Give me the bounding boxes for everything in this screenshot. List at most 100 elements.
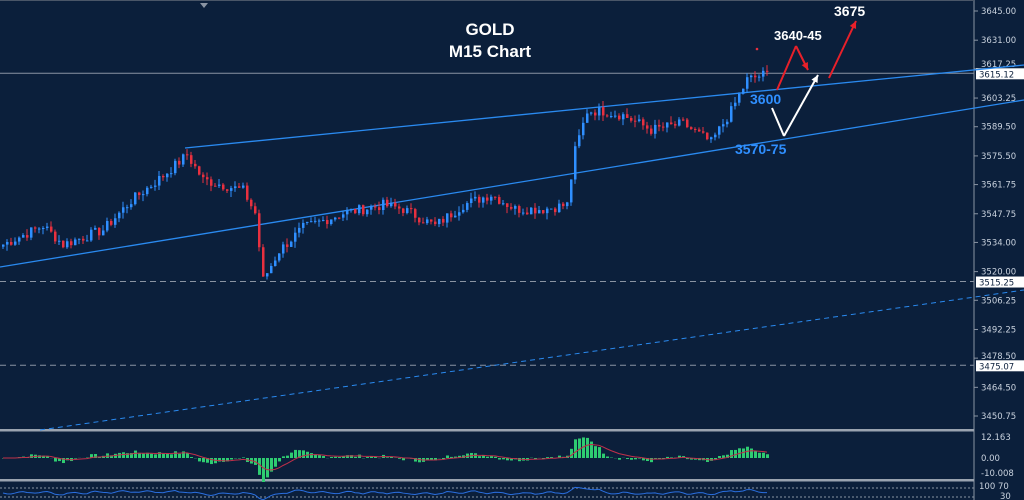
price-dot (755, 47, 759, 51)
macd-histogram-bar (134, 450, 137, 458)
candle-body (550, 208, 553, 210)
macd-histogram-bar (258, 458, 261, 475)
candle-body (666, 122, 669, 128)
candle-body (94, 227, 97, 230)
price-tick-label: 3547.75 (981, 210, 1016, 220)
candle-body (382, 199, 385, 211)
candle-body (526, 212, 529, 215)
candle-body (210, 179, 213, 186)
chart-timeframe-title: M15 Chart (448, 42, 532, 61)
candle-body (86, 240, 89, 242)
macd-histogram-bar (154, 454, 157, 458)
macd-histogram-bar (210, 458, 213, 465)
candle-body (482, 197, 485, 203)
candle-body (6, 242, 9, 245)
candle-body (222, 184, 225, 190)
candle-body (694, 128, 697, 130)
candle-body (610, 116, 613, 118)
candle-body (402, 208, 405, 213)
candle-body (510, 207, 513, 209)
candle-body (186, 154, 189, 156)
red-arrow-down-head-icon (801, 62, 808, 70)
candle-body (514, 206, 517, 209)
candle-body (154, 185, 157, 187)
macd-histogram-bar (370, 456, 373, 458)
macd-histogram-bar (122, 452, 125, 458)
white-arrow-up-head-icon (811, 75, 818, 83)
candle-body (578, 135, 581, 147)
candle-body (498, 197, 501, 204)
macd-histogram-bar (618, 458, 621, 460)
candle-body (82, 238, 85, 241)
macd-histogram-bar (590, 441, 593, 458)
candle-body (502, 203, 505, 205)
candle-body (98, 227, 101, 236)
macd-histogram-bar (642, 458, 645, 461)
macd-histogram-bar (318, 455, 321, 458)
macd-histogram-bar (322, 455, 325, 458)
candle-body (658, 124, 661, 127)
candle-body (426, 219, 429, 224)
macd-histogram-bar (390, 456, 393, 458)
candle-body (102, 230, 105, 236)
candle-body (126, 207, 129, 209)
candle-body (554, 208, 557, 213)
price-tick-label: 3520.00 (981, 268, 1016, 278)
candle-body (166, 173, 169, 178)
macd-histogram-bar (110, 455, 113, 458)
candle-body (322, 219, 325, 221)
macd-histogram-bar (646, 458, 649, 462)
macd-histogram-bar (490, 456, 493, 458)
macd-histogram-bar (130, 453, 133, 458)
macd-histogram-bar (602, 453, 605, 458)
macd-histogram-bar (166, 453, 169, 458)
price-marker-label: 3475.07 (979, 362, 1014, 372)
candle-body (458, 212, 461, 216)
candle-body (722, 124, 725, 127)
macd-histogram-bar (506, 458, 509, 461)
candle-body (518, 206, 521, 213)
price-tick-label: 3478.50 (981, 352, 1016, 362)
candle-body (310, 221, 313, 223)
candle-body (698, 129, 701, 132)
candle-body (70, 241, 73, 246)
candle-body (270, 265, 273, 274)
candle-body (298, 227, 301, 233)
candle-body (638, 119, 641, 122)
macd-histogram-bar (366, 457, 369, 458)
candle-body (450, 213, 453, 218)
candle-body (446, 213, 449, 223)
macd-histogram-bar (338, 457, 341, 458)
macd-histogram-bar (498, 458, 501, 460)
macd-histogram-bar (386, 457, 389, 458)
candle-body (150, 186, 153, 188)
candle-body (606, 115, 609, 117)
price-marker-label: 3515.25 (979, 279, 1014, 289)
macd-histogram-bar (446, 455, 449, 458)
price-tick-label: 3464.50 (981, 383, 1016, 393)
candle-body (570, 179, 573, 203)
candle-body (430, 219, 433, 222)
macd-histogram-bar (486, 456, 489, 458)
macd-histogram-bar (662, 458, 665, 459)
macd-histogram-bar (654, 458, 657, 459)
candle-body (398, 206, 401, 209)
macd-histogram-bar (558, 455, 561, 458)
candle-body (602, 107, 605, 116)
price-tick-label: 3575.50 (981, 152, 1016, 162)
candle-body (494, 196, 497, 198)
candle-body (742, 88, 745, 94)
support-zone-label: 3570-75 (735, 141, 787, 157)
candle-body (622, 114, 625, 120)
candle-body (674, 124, 677, 126)
candle-body (178, 160, 181, 165)
macd-histogram-bar (346, 455, 349, 458)
red-arrow-target-head-icon (849, 21, 857, 29)
macd-histogram-bar (30, 454, 33, 458)
macd-histogram-bar (146, 452, 149, 458)
candle-body (2, 244, 5, 247)
candle-body (266, 273, 269, 277)
macd-histogram-bar (54, 458, 57, 462)
macd-histogram-bar (418, 458, 421, 463)
